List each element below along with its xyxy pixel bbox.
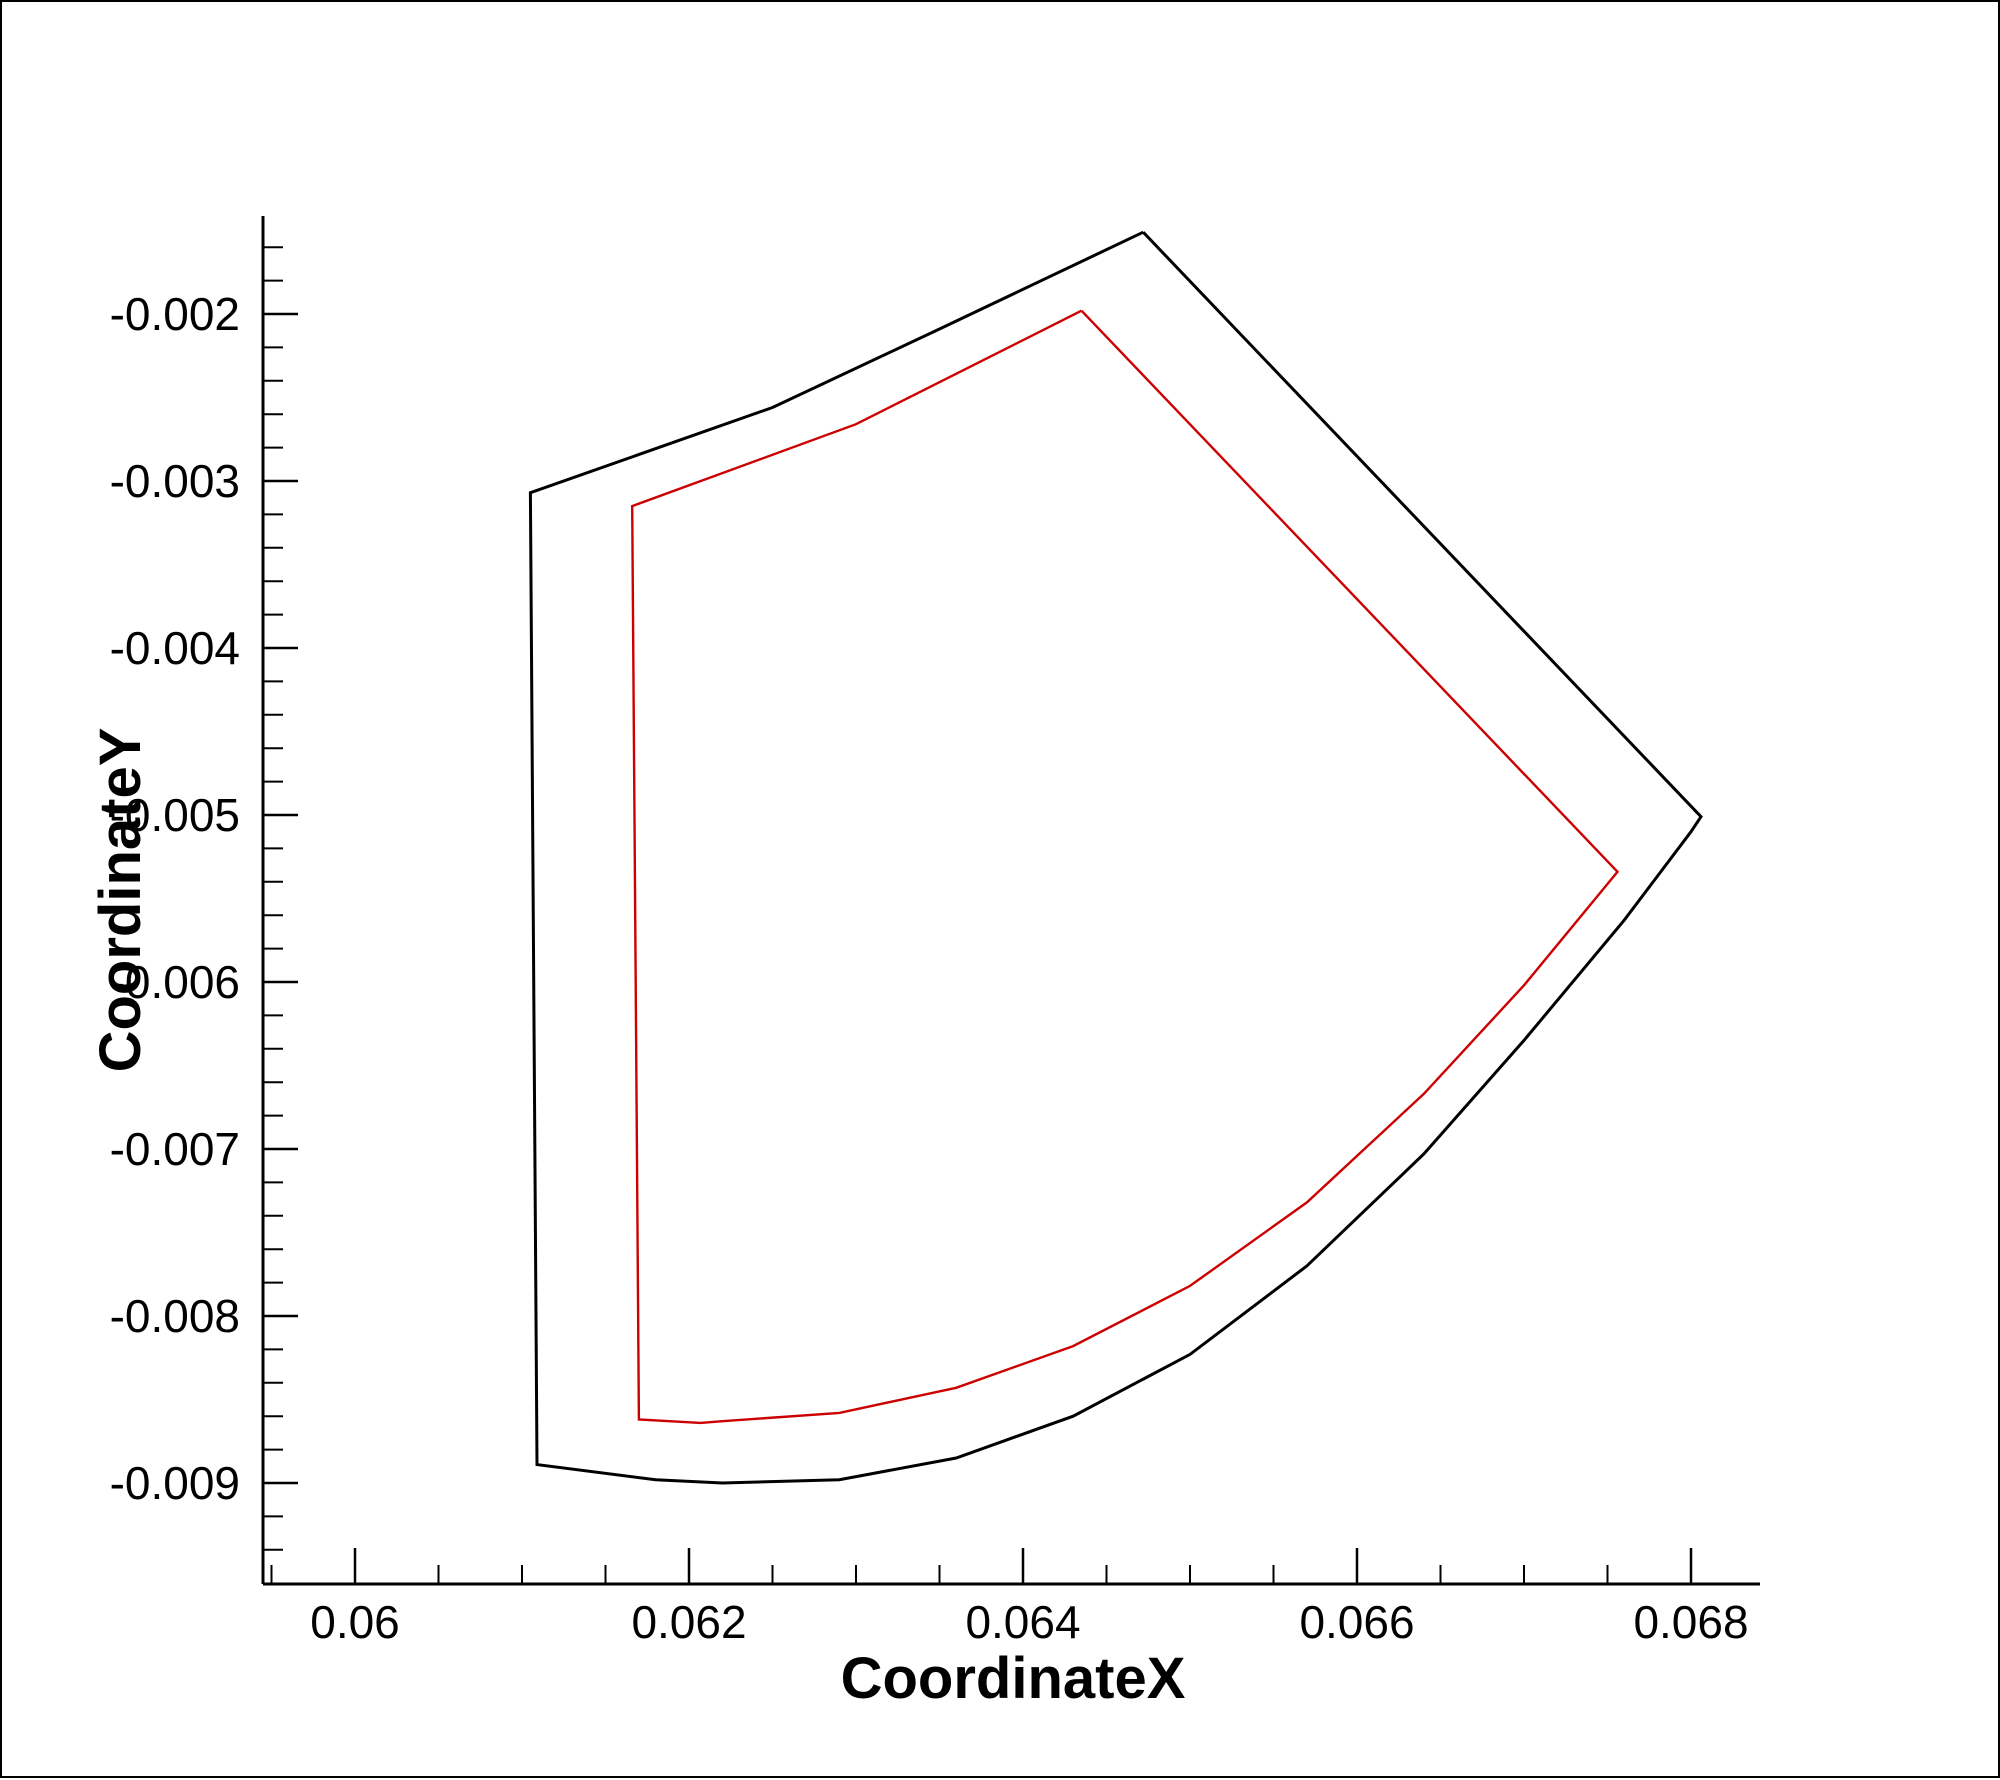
x-axis-title: CoordinateX xyxy=(841,1646,1186,1711)
x-tick-label: 0.064 xyxy=(965,1596,1080,1648)
series-line-1 xyxy=(528,230,1703,1485)
series-layer xyxy=(528,230,1703,1485)
x-tick-label: 0.06 xyxy=(310,1596,400,1648)
y-tick-label: -0.002 xyxy=(110,288,240,340)
y-tick-label: -0.008 xyxy=(110,1290,240,1342)
axes-layer xyxy=(261,216,1760,1586)
y-tick-label: -0.004 xyxy=(110,622,240,674)
y-tick-label: -0.009 xyxy=(110,1457,240,1509)
y-axis-title: CoordinateY xyxy=(88,728,153,1073)
series-line-2 xyxy=(630,309,1620,1425)
y-tick-label: -0.005 xyxy=(110,789,240,841)
y-tick-label: -0.003 xyxy=(110,455,240,507)
x-tick-label: 0.066 xyxy=(1299,1596,1414,1648)
x-tick-label: 0.062 xyxy=(631,1596,746,1648)
y-tick-label: -0.006 xyxy=(110,956,240,1008)
ticks-layer: 0.06 0.062 0.064 0.066 0.068 -0.002 -0.003 -0.0… xyxy=(110,246,1749,1648)
y-tick-label: -0.007 xyxy=(110,1123,240,1175)
x-tick-label: 0.068 xyxy=(1633,1596,1748,1648)
